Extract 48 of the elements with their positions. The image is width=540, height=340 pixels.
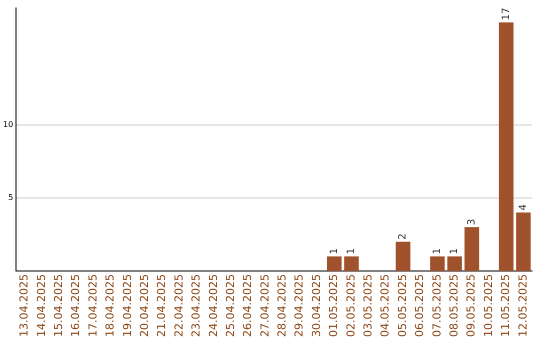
- x-tick-label: 15.04.2025: [52, 274, 66, 338]
- x-tick-label: 18.04.2025: [104, 274, 117, 338]
- x-tick-label: 29.04.2025: [292, 274, 306, 338]
- x-tick-label: 30.04.2025: [310, 274, 323, 338]
- x-tick-label: 04.05.2025: [378, 274, 392, 338]
- x-tick-label: 20.04.2025: [138, 274, 151, 338]
- x-tick-label: 23.04.2025: [190, 274, 203, 338]
- x-tick-label: 19.04.2025: [120, 274, 134, 338]
- x-tick-label: 05.05.2025: [396, 274, 409, 338]
- data-label: 1: [432, 248, 444, 254]
- bar: [344, 256, 359, 272]
- x-tick-label: 09.05.2025: [464, 274, 478, 338]
- x-tick-label: 10.05.2025: [482, 274, 495, 338]
- y-tick-label: 5: [8, 192, 14, 202]
- data-label: 2: [398, 233, 409, 240]
- x-tick-label: 13.04.2025: [18, 274, 31, 338]
- data-label: 4: [518, 204, 529, 211]
- x-tick-label: 08.05.2025: [447, 274, 460, 338]
- x-tick-label: 26.04.2025: [241, 274, 254, 338]
- x-tick-label: 17.04.2025: [86, 274, 100, 338]
- x-tick-label: 14.04.2025: [34, 274, 48, 338]
- x-tick-label: 11.05.2025: [499, 274, 512, 338]
- x-tick-label: 21.04.2025: [155, 274, 168, 338]
- x-tick-label: 07.05.2025: [430, 274, 444, 338]
- x-tick-label: 16.04.2025: [69, 274, 82, 338]
- bar: [430, 256, 445, 272]
- data-label: 17: [500, 8, 512, 20]
- x-tick-label: 01.05.2025: [327, 274, 340, 338]
- x-tick-label: 28.04.2025: [276, 274, 289, 338]
- x-tick-label: 12.05.2025: [516, 274, 530, 338]
- data-label: 1: [449, 248, 460, 254]
- bar: [464, 227, 480, 272]
- bar: [516, 212, 531, 272]
- bar: [326, 256, 342, 272]
- x-tick-label: 24.04.2025: [206, 274, 220, 338]
- bar: [447, 256, 462, 272]
- x-tick-label: 27.04.2025: [258, 274, 272, 338]
- data-label: 1: [346, 248, 358, 254]
- x-tick-label: 03.05.2025: [362, 274, 375, 338]
- data-label: 3: [466, 218, 478, 226]
- bar: [396, 242, 410, 272]
- x-tick-label: 25.04.2025: [224, 274, 237, 338]
- bar: [498, 22, 514, 272]
- y-tick-label: 10: [2, 120, 14, 129]
- x-tick-label: 02.05.2025: [344, 274, 358, 338]
- data-label: 1: [328, 248, 340, 254]
- x-tick-label: 22.04.2025: [172, 274, 186, 338]
- x-tick-label: 06.05.2025: [413, 274, 426, 338]
